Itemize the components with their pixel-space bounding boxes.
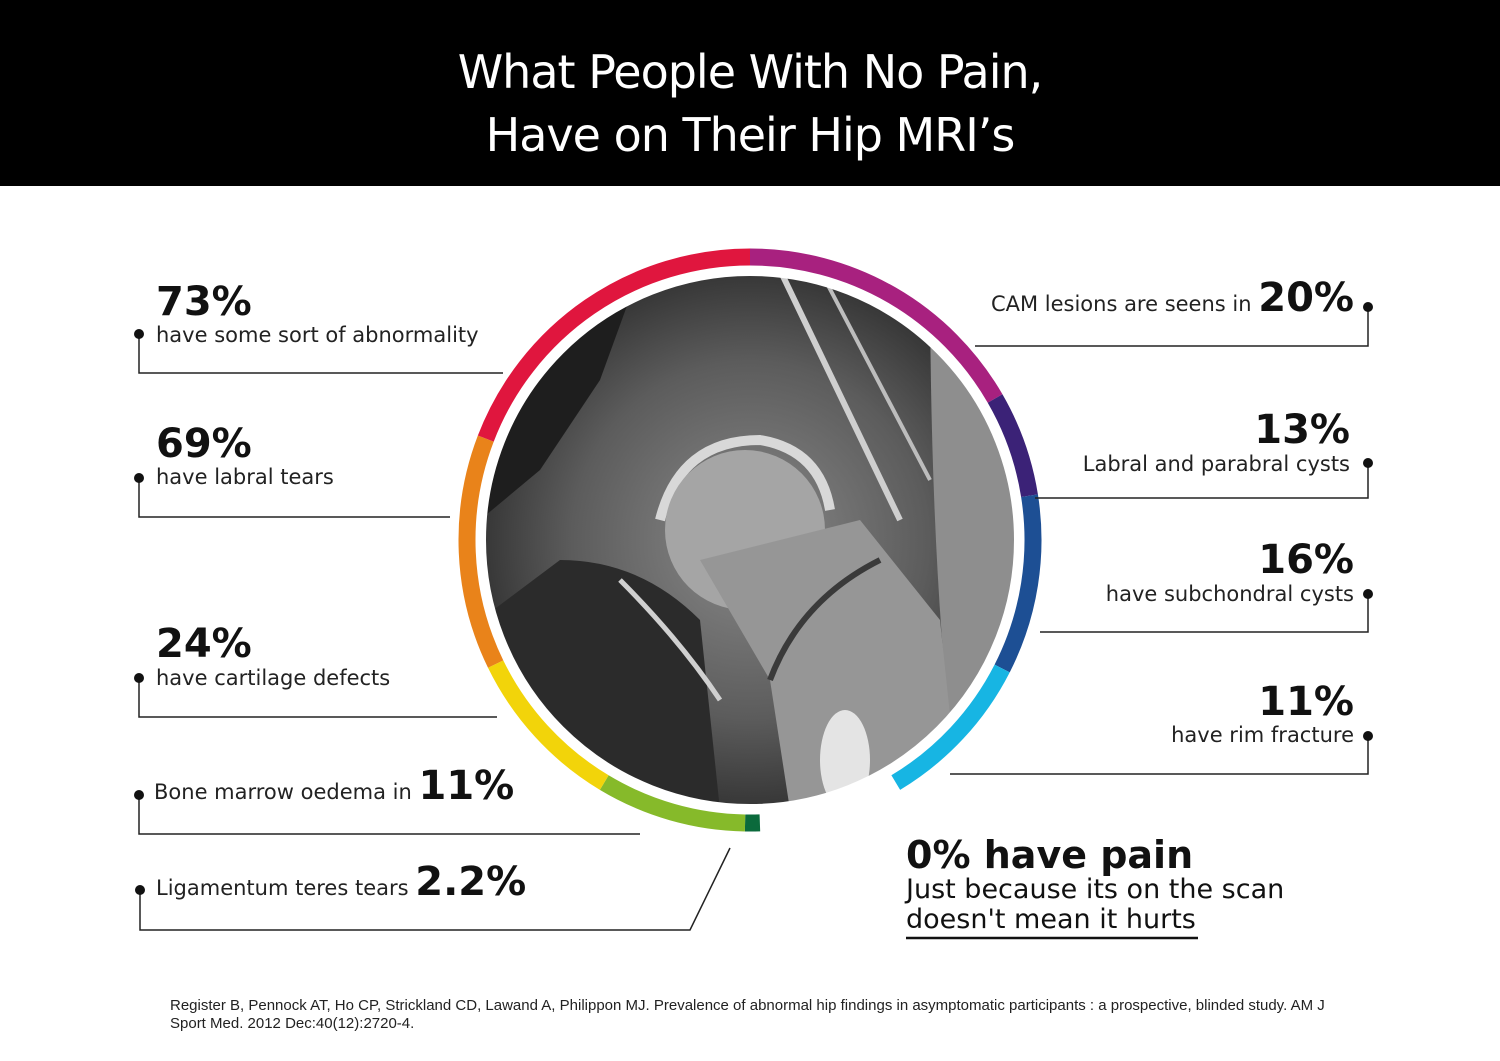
stat-bone-marrow: Bone marrow oedema in 11% <box>154 766 514 806</box>
colored-ring <box>458 248 1042 832</box>
stat-cysts-label: Labral and parabral cysts <box>1082 452 1350 476</box>
stat-abnormality-value: 73% <box>156 279 252 325</box>
stat-cartilage-label: have cartilage defects <box>156 666 391 690</box>
ring-gap <box>474 264 1026 816</box>
ring-segment-cysts <box>987 394 1038 498</box>
stat-cartilage-value: 24% <box>156 621 252 667</box>
stat-rim-value: 11% <box>1258 679 1354 725</box>
stat-cam-value: 20% <box>1258 275 1354 321</box>
stat-abnormality-label: have some sort of abnormality <box>156 323 479 347</box>
citation: Register B, Pennock AT, Ho CP, Stricklan… <box>170 997 1325 1032</box>
pain-line-2: doesn't mean it hurts <box>906 904 1196 935</box>
title-line-1: What People With No Pain, <box>457 45 1044 99</box>
stat-labral-tears-label: have labral tears <box>156 465 334 489</box>
stat-bone-marrow-value: 11% <box>418 763 515 809</box>
ring-segment-subchondral <box>994 494 1042 673</box>
ring-segment-cartilage <box>488 660 609 790</box>
ring-segment-cam <box>749 248 1003 403</box>
stat-labral-tears-value: 69% <box>156 421 252 467</box>
stat-cysts-value: 13% <box>1254 407 1350 453</box>
stat-cam-label: CAM lesions are seens in <box>990 292 1252 316</box>
stat-subchondral-value: 16% <box>1258 537 1354 583</box>
connector-lines <box>138 307 1369 931</box>
ring-segment-labral-tears <box>458 435 504 668</box>
stat-ligamentum: Ligamentum teres tears 2.2% <box>156 862 526 902</box>
stat-ligamentum-label: Ligamentum teres tears <box>156 876 409 900</box>
connector-dots <box>134 302 1373 895</box>
title-line-2: Have on Their Hip MRI’s <box>485 108 1016 162</box>
stat-cam: CAM lesions are seens in 20% <box>991 278 1354 318</box>
stat-rim-label: have rim fracture <box>1171 723 1354 747</box>
pain-line-1: Just because its on the scan <box>906 874 1285 905</box>
ring-segment-bone-marrow <box>599 775 746 832</box>
ring-segment-rim <box>891 664 1010 790</box>
title-banner: What People With No Pain, Have on Their … <box>0 0 1500 186</box>
pain-headline: 0% have pain <box>906 833 1194 877</box>
stat-subchondral-label: have subchondral cysts <box>1105 582 1354 606</box>
stat-bone-marrow-label: Bone marrow oedema in <box>154 780 412 804</box>
ring-segment-abnormality <box>477 248 751 442</box>
stat-ligamentum-value: 2.2% <box>415 859 527 905</box>
